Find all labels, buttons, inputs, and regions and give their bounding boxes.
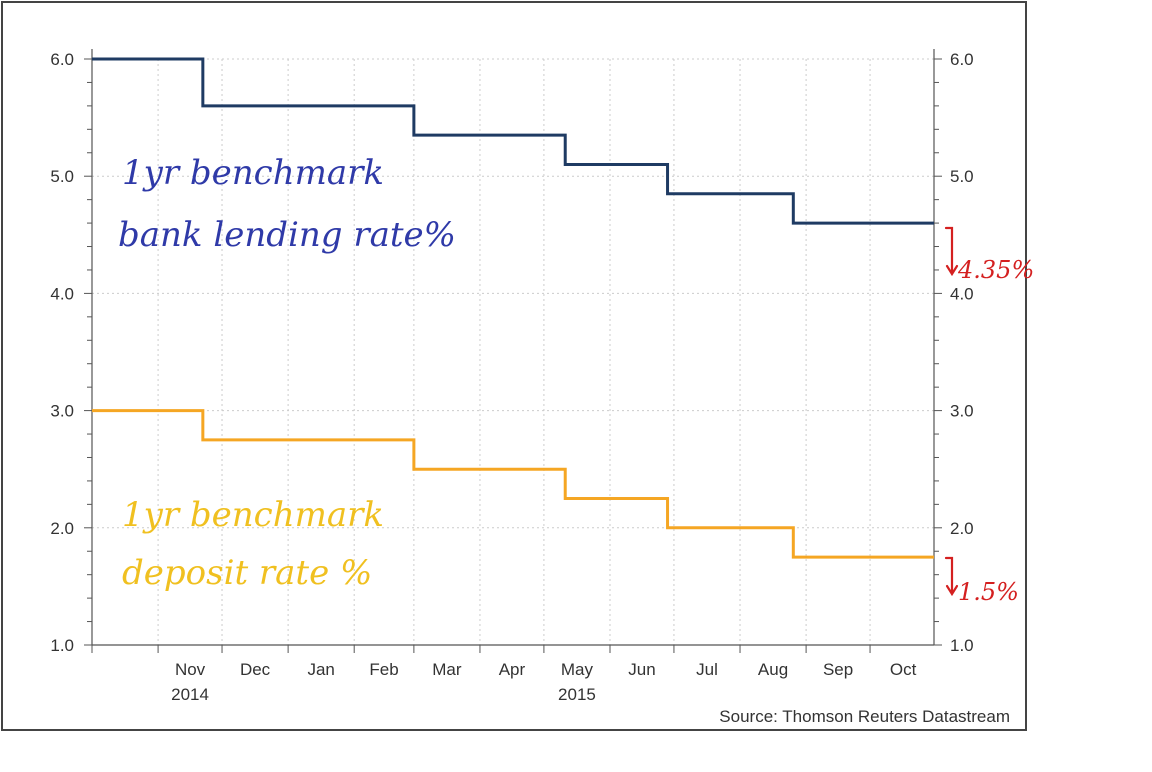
x-tick-label: Oct bbox=[890, 660, 917, 679]
x-tick-label: Mar bbox=[432, 660, 462, 679]
lending-new-rate: 4.35% bbox=[957, 256, 1034, 284]
deposit-new-rate: 1.5% bbox=[958, 578, 1019, 606]
lending-annotation-line2: bank lending rate% bbox=[118, 215, 456, 255]
y-tick-label-left: 2.0 bbox=[50, 519, 74, 538]
deposit-annotation-line1: 1yr benchmark bbox=[122, 495, 384, 535]
x-tick-label: Sep bbox=[823, 660, 853, 679]
x-year-label: 2015 bbox=[558, 685, 596, 704]
x-year-label: 2014 bbox=[171, 685, 209, 704]
x-tick-label: Jan bbox=[307, 660, 334, 679]
source-note: Source: Thomson Reuters Datastream bbox=[719, 707, 1010, 726]
y-tick-label-left: 1.0 bbox=[50, 636, 74, 655]
deposit-annotation-line2: deposit rate % bbox=[122, 553, 372, 593]
x-tick-label: Apr bbox=[499, 660, 526, 679]
chart-frame bbox=[1, 1, 1027, 731]
axes bbox=[84, 49, 942, 653]
x-tick-label: May bbox=[561, 660, 594, 679]
deposit-cut-arrow bbox=[944, 556, 959, 597]
tick-labels: 1.0 1.0 2.0 2.0 3.0 3.0 4.0 4.0 5.0 5.0 6.0 6.0 Nov D… bbox=[50, 50, 973, 704]
series-line-0 bbox=[92, 57, 934, 225]
y-tick-label-right: 6.0 bbox=[950, 50, 974, 69]
y-tick-label-right: 1.0 bbox=[950, 636, 974, 655]
y-tick-label-left: 4.0 bbox=[50, 284, 74, 303]
series-lines bbox=[92, 57, 934, 559]
x-tick-label: Jul bbox=[696, 660, 718, 679]
y-tick-label-left: 3.0 bbox=[50, 402, 74, 421]
y-tick-label-left: 6.0 bbox=[50, 50, 74, 69]
x-tick-label: Jun bbox=[628, 660, 655, 679]
y-tick-label-left: 5.0 bbox=[50, 167, 74, 186]
y-tick-label-right: 5.0 bbox=[950, 167, 974, 186]
x-tick-label: Feb bbox=[369, 660, 398, 679]
y-tick-label-right: 3.0 bbox=[950, 402, 974, 421]
x-tick-label: Aug bbox=[758, 660, 788, 679]
y-tick-label-right: 2.0 bbox=[950, 519, 974, 538]
x-tick-label: Dec bbox=[240, 660, 271, 679]
series-line-1 bbox=[92, 409, 934, 559]
lending-annotation-line1: 1yr benchmark bbox=[122, 153, 384, 193]
lending-cut-arrow bbox=[944, 226, 959, 277]
x-tick-label: Nov bbox=[175, 660, 206, 679]
y-tick-label-right: 4.0 bbox=[950, 284, 974, 303]
